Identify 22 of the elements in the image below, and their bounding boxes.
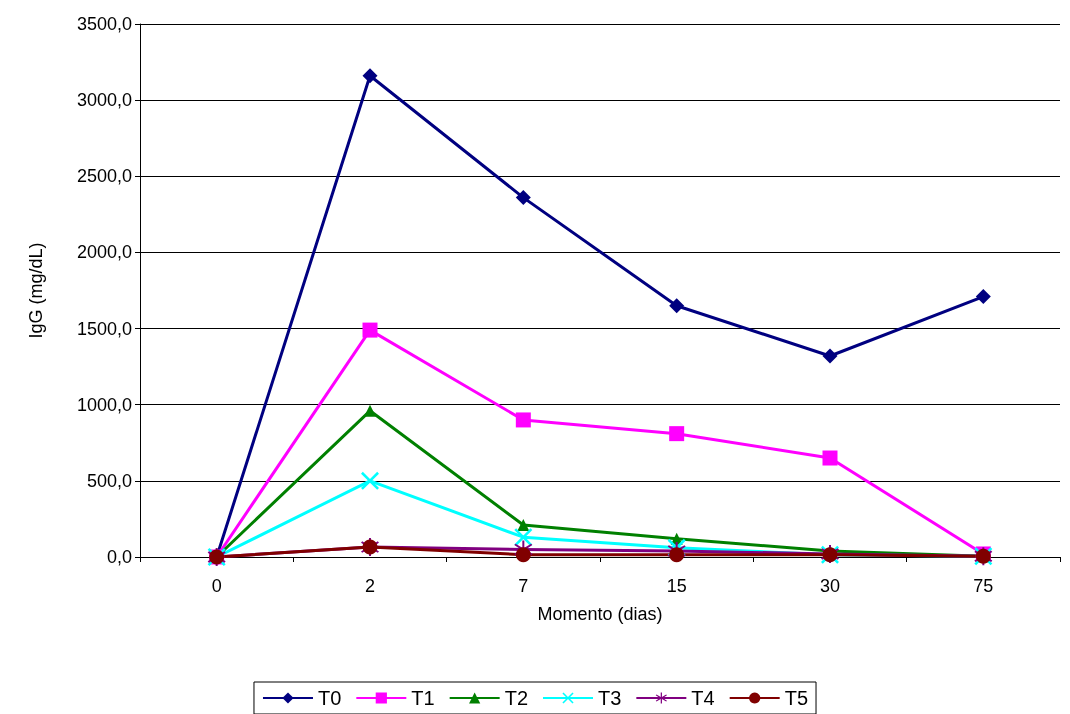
legend-label: T4: [691, 687, 715, 709]
y-axis-title: IgG (mg/dL): [26, 242, 46, 339]
legend-label: T2: [504, 687, 528, 709]
y-tick-label: 0,0: [106, 547, 132, 567]
y-tick-label: 3000,0: [76, 90, 132, 111]
legend-label: T3: [598, 687, 622, 709]
legend-label: T5: [784, 687, 809, 709]
y-tick-label: 3500,0: [76, 14, 132, 34]
x-tick-label: 15: [666, 576, 687, 596]
y-tick-label: 1000,0: [76, 394, 132, 415]
legend-label: T1: [411, 687, 435, 709]
x-axis-title: Momento (dias): [537, 604, 663, 624]
legend-label: T0: [317, 687, 342, 709]
y-tick-label: 2000,0: [76, 242, 132, 263]
x-tick-label: 7: [518, 576, 529, 596]
x-tick-label: 30: [819, 576, 841, 596]
y-tick-label: 500,0: [86, 470, 132, 491]
y-tick-label: 1500,0: [76, 318, 132, 339]
x-tick-label: 75: [973, 576, 994, 596]
x-tick-label: 2: [364, 576, 376, 596]
y-tick-label: 2500,0: [76, 166, 132, 187]
x-tick-label: 0: [211, 576, 222, 596]
